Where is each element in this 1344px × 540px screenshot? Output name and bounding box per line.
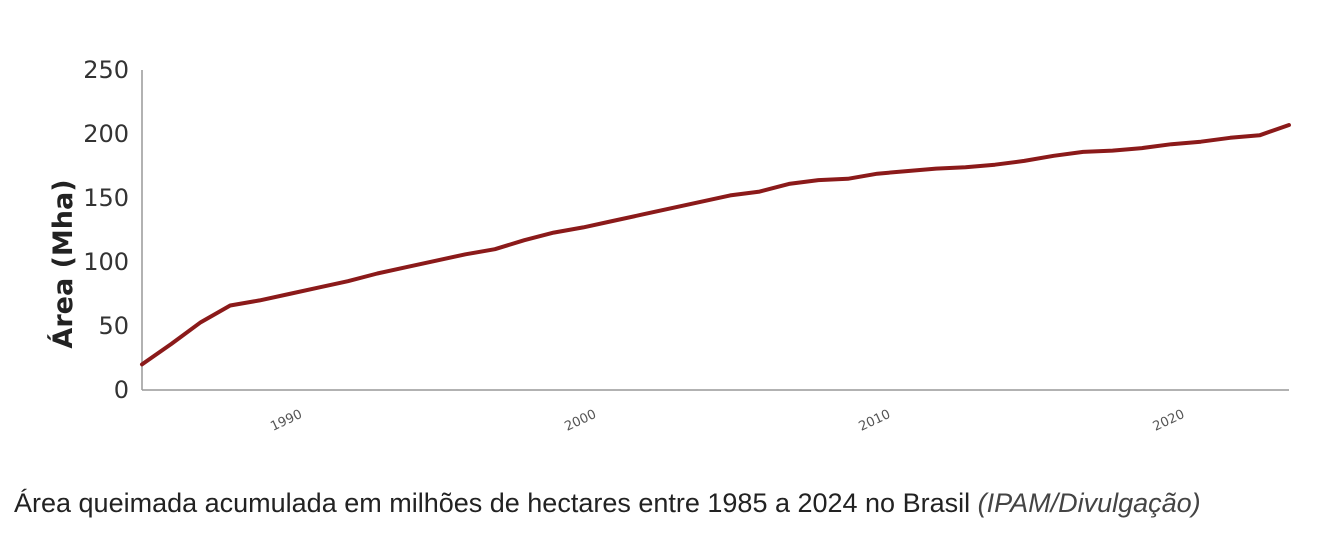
y-tick-label: 250 (83, 56, 129, 84)
y-tick-label: 0 (114, 376, 129, 404)
series-group (140, 123, 1291, 367)
caption-credit: (IPAM/Divulgação) (977, 488, 1201, 518)
figure-caption: Área queimada acumulada em milhões de he… (14, 488, 1334, 519)
chart: Área (Mha) 0 50 100 150 200 250 1990 2000 2010 2… (47, 56, 1291, 435)
x-tick-label: 2010 (857, 407, 893, 435)
y-tick-label: 150 (83, 184, 129, 212)
line-chart-svg: Área (Mha) 0 50 100 150 200 250 1990 2000 2010 2… (47, 56, 1291, 435)
y-axis-title-group: Área (Mha) (47, 179, 79, 348)
caption-text: Área queimada acumulada em milhões de he… (14, 488, 971, 518)
x-axis-ticks: 1990 2000 2010 2020 (268, 407, 1187, 435)
x-tick-label: 1990 (268, 407, 304, 435)
series-line (140, 123, 1291, 367)
x-tick-label: 2000 (563, 407, 599, 435)
y-axis-title: Área (Mha) (47, 179, 79, 348)
y-tick-label: 200 (83, 120, 129, 148)
x-tick-label: 2020 (1151, 407, 1187, 435)
y-axis-ticks: 0 50 100 150 200 250 (83, 56, 129, 404)
y-tick-label: 50 (98, 312, 129, 340)
y-tick-label: 100 (83, 248, 129, 276)
